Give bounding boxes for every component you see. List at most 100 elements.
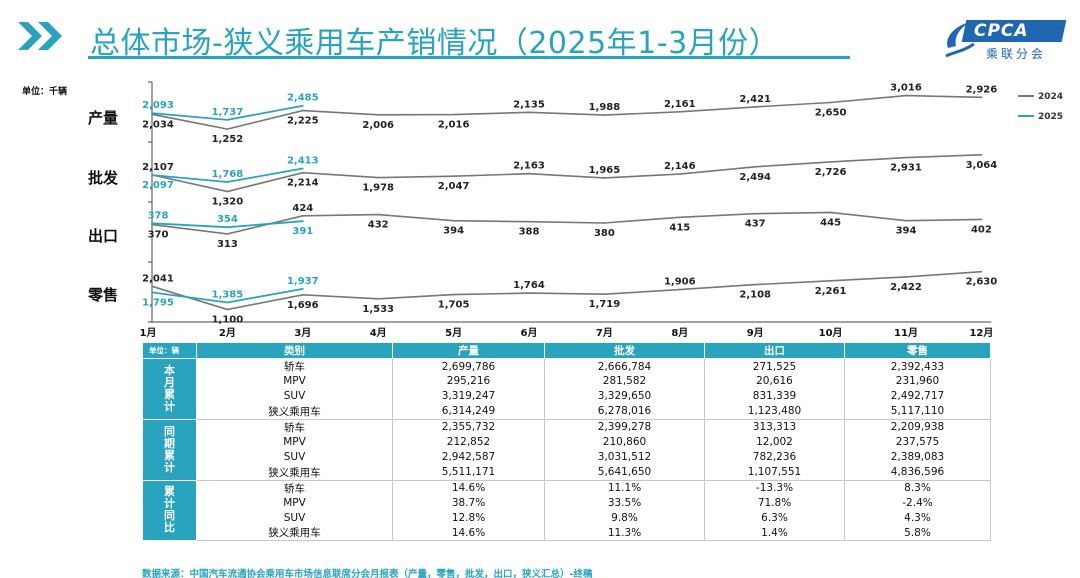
data-label: 1,768: [212, 169, 244, 180]
data-point: [226, 128, 229, 130]
data-point: [226, 226, 229, 229]
page-title: 总体市场-狭义乘用车产销情况（2025年1-3月份）: [90, 26, 780, 61]
table-value-cell: 2,389,083: [844, 449, 991, 465]
data-label: 415: [669, 222, 690, 233]
table-row: SUV 2,942,587 3,031,512 782,236 2,389,083: [143, 449, 991, 465]
logo-cn-text: 乘联分会: [986, 47, 1047, 61]
x-tick-label: 8月: [671, 327, 688, 339]
data-label: 2,413: [287, 156, 319, 167]
table-row: 本月累计 轿车 2,699,786 2,666,784 271,525 2,392,433: [142, 358, 991, 420]
table-value-cell: 11.1%: [544, 480, 705, 496]
data-label: 354: [217, 214, 238, 225]
data-label: 2,034: [142, 119, 174, 130]
x-tick-label: 10月: [819, 327, 843, 339]
table-value-cell: 782,236: [704, 449, 845, 465]
data-label: 437: [745, 219, 766, 230]
data-label: 2,107: [142, 162, 174, 173]
data-label: 2,093: [142, 100, 174, 111]
table-category-cell: 轿车: [196, 480, 393, 496]
data-label: 2,006: [362, 120, 394, 131]
data-point: [452, 175, 455, 178]
data-point: [226, 301, 229, 304]
table-value-cell: 313,313: [704, 419, 845, 435]
table-header-cell: 产量: [392, 342, 545, 359]
table-value-cell: 11.3%: [544, 525, 705, 542]
table-row: 狭义乘用车 14.6% 11.3% 1.4% 5.8%: [143, 525, 991, 542]
series-line-2024: [151, 154, 982, 193]
data-source-note: 数据来源：中国汽车流通协会乘用车市场信息联席分会月报表（产量，零售，批发，出口，…: [142, 569, 593, 578]
data-label: 445: [820, 217, 841, 228]
table-value-cell: 6,314,249: [392, 403, 545, 420]
table-value-cell: 2,699,786: [392, 358, 545, 374]
legend-label: 2025: [1038, 112, 1063, 122]
data-label: 2,421: [739, 94, 771, 105]
table-value-cell: 1,107,551: [704, 464, 845, 481]
data-point: [301, 214, 304, 217]
data-point: [226, 190, 229, 193]
table-value-cell: 2,666,784: [544, 358, 705, 374]
table-value-cell: 295,216: [392, 374, 545, 389]
data-point: [754, 283, 757, 286]
table-value-cell: 2,492,717: [844, 388, 991, 404]
table-group-label-text: 同期累计: [164, 424, 175, 474]
table-value-cell: 14.6%: [392, 525, 545, 542]
x-tick-label: 1月: [140, 327, 157, 339]
data-label: 394: [443, 226, 464, 237]
table-group-label: 同期累计: [142, 418, 197, 481]
table-category-cell: MPV: [196, 495, 393, 511]
table-row: MPV 38.7% 33.5% 71.8% -2.4%: [143, 495, 991, 511]
table-header-cell: 零售: [844, 342, 991, 359]
panel-name: 出口: [88, 227, 118, 245]
data-point: [603, 222, 606, 224]
table-value-cell: 5.8%: [844, 525, 991, 542]
table-header-cell: 类别: [196, 342, 393, 359]
table-body: 本月累计 轿车 2,699,786 2,666,784 271,525 2,392,433…: [142, 358, 991, 542]
x-tick-label: 11月: [894, 327, 918, 339]
table-header-cell: 出口: [704, 342, 845, 359]
table-value-cell: 231,960: [844, 374, 991, 389]
table-value-cell: 5,511,171: [392, 464, 545, 481]
table-category-cell: SUV: [196, 388, 393, 404]
data-point: [528, 292, 530, 294]
data-point: [151, 222, 153, 225]
data-label: 1,705: [438, 300, 470, 311]
data-point: [301, 104, 304, 107]
x-tick-label: 4月: [370, 327, 387, 339]
table-header-row: 单位：辆 类别 产量 批发 出口 零售: [142, 342, 991, 359]
data-label: 1,533: [362, 304, 394, 315]
table-value-cell: 14.6%: [392, 480, 545, 496]
table-value-cell: 8.3%: [844, 480, 991, 496]
table-value-cell: 4,836,596: [844, 464, 991, 481]
table-category-cell: MPV: [196, 374, 393, 389]
data-point: [980, 153, 983, 156]
data-point: [151, 291, 153, 294]
table-row: MPV 295,216 281,582 20,616 231,960: [143, 374, 991, 389]
data-point: [528, 220, 530, 223]
data-point: [452, 293, 455, 296]
table-value-cell: 4.3%: [844, 510, 991, 526]
table-value-cell: 33.5%: [544, 495, 705, 511]
table-row: 狭义乘用车 5,511,171 5,641,650 1,107,551 4,836,59…: [143, 464, 991, 481]
data-point: [226, 119, 229, 121]
data-point: [301, 288, 304, 290]
table-value-cell: 12,002: [704, 434, 845, 450]
x-tick-label: 2月: [219, 327, 236, 339]
data-point: [905, 276, 907, 278]
table-unit-label: 单位：辆: [142, 342, 197, 359]
title-underline: [88, 56, 850, 59]
data-label: 2,261: [815, 286, 847, 297]
series-line-2024: [151, 211, 982, 235]
data-label: 432: [368, 220, 389, 231]
data-label: 2,097: [142, 180, 174, 191]
data-point: [301, 220, 304, 223]
series-line-2024: [151, 270, 982, 311]
x-tick-label: 6月: [521, 327, 538, 339]
data-point: [301, 293, 304, 296]
table-value-cell: 12.8%: [392, 510, 545, 526]
table-value-cell: 271,525: [704, 358, 845, 374]
table-value-cell: 3,329,650: [544, 388, 705, 404]
table-value-cell: 2,209,938: [844, 419, 991, 435]
table-category-cell: 狭义乘用车: [196, 525, 393, 542]
data-label: 1,719: [589, 299, 621, 310]
data-label: 1,906: [664, 277, 696, 288]
